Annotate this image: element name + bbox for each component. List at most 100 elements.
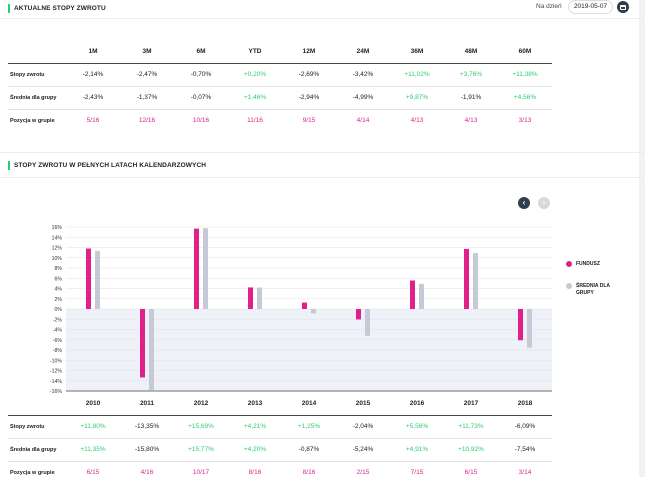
column-header: 1M [66, 40, 120, 64]
table-cell: 3/14 [518, 469, 532, 477]
negative-region-shade [66, 309, 552, 391]
y-tick-label: -6% [53, 338, 63, 344]
current-returns-title: AKTUALNE STOPY ZWROTU [8, 4, 106, 13]
group-avg-bar [203, 228, 208, 309]
column-header: 2016 [390, 392, 444, 416]
column-header: 2017 [444, 392, 498, 416]
table-cell: +15,69% [174, 415, 228, 439]
chevron-left-icon: ‹ [522, 198, 526, 207]
column-header: 60M [498, 40, 552, 64]
column-header: 2012 [174, 392, 228, 416]
y-tick-label: 4% [55, 287, 63, 293]
group-avg-bar [95, 250, 100, 309]
row-label-header [8, 392, 66, 416]
table-cell: 11/16 [247, 117, 263, 125]
table-cell: 9/15 [302, 117, 316, 125]
page-scrollbar-edge [639, 0, 645, 477]
y-tick-label: -4% [53, 328, 63, 334]
table-cell: 4/13 [410, 117, 424, 125]
table-cell: +11,35% [66, 438, 120, 462]
table-header-row: 1M 3M 6M YTD 12M 24M 36M 48M 60M [8, 40, 552, 64]
table-cell: 12/16 [138, 117, 156, 125]
row-label: Średnia dla grupy [8, 438, 66, 462]
row-label: Pozycja w grupie [10, 117, 55, 124]
table-cell: 3/13 [518, 117, 532, 125]
table-row: Średnia dla grupy -2,43% -1,37% -0,07% +1,46… [8, 86, 552, 110]
table-cell: -7,54% [498, 438, 552, 462]
group-avg-bar [527, 309, 532, 348]
column-header: 36M [390, 40, 444, 64]
calendar-button[interactable] [617, 1, 629, 13]
table-cell: -15,80% [120, 438, 174, 462]
column-header: 2013 [228, 392, 282, 416]
column-header: 12M [282, 40, 336, 64]
table-cell: 4/14 [356, 117, 370, 125]
column-header: 3M [120, 40, 174, 64]
y-tick-label: -14% [50, 379, 62, 385]
table-header-row: 2010 2011 2012 2013 2014 2015 2016 2017 2018 [8, 392, 552, 416]
table-cell: 6/15 [86, 469, 100, 477]
table-cell: 10/16 [192, 117, 210, 125]
table-cell: 5/16 [86, 117, 100, 125]
table-cell: -13,35% [120, 415, 174, 439]
table-cell: +3,76% [444, 63, 498, 87]
table-cell: +5,56% [390, 415, 444, 439]
legend-label: ŚREDNIA DLA GRUPY [576, 283, 610, 296]
date-input[interactable]: 2019-05-07 [568, 0, 613, 14]
table-cell: +0,20% [228, 63, 282, 87]
group-avg-bar [311, 309, 316, 314]
table-cell: 10/17 [192, 469, 210, 477]
table-cell: -6,09% [498, 415, 552, 439]
chevron-right-icon: › [542, 198, 546, 207]
table-cell: +11,02% [390, 63, 444, 87]
table-cell: +4,20% [228, 438, 282, 462]
fund-bar [86, 248, 91, 309]
table-cell: -0,70% [174, 63, 228, 87]
column-header: 24M [336, 40, 390, 64]
divider [0, 152, 645, 153]
table-row: Średnia dla grupy +11,35% -15,80% +15,77% +4… [8, 438, 552, 462]
row-label: Pozycja w grupie [10, 469, 55, 476]
table-cell: 7/15 [410, 469, 424, 477]
table-cell: -1,91% [444, 86, 498, 110]
y-tick-label: 8% [55, 266, 63, 272]
table-row: Stopy zwrotu -2,14% -2,47% -0,70% +0,20% -2,6… [8, 63, 552, 87]
y-tick-label: -12% [50, 369, 62, 375]
fund-bar [356, 309, 361, 320]
table-cell: -2,94% [282, 86, 336, 110]
table-cell: -1,37% [120, 86, 174, 110]
legend-label: FUNDUSZ [576, 261, 600, 267]
table-cell: 4/13 [464, 117, 478, 125]
table-cell: 4/16 [140, 469, 154, 477]
table-cell: 2/15 [356, 469, 370, 477]
prev-period-button[interactable]: ‹ [518, 197, 530, 209]
y-tick-label: 10% [52, 256, 63, 262]
row-label: Stopy zwrotu [8, 63, 66, 87]
y-tick-label: 16% [52, 225, 63, 231]
table-cell: -4,99% [336, 86, 390, 110]
fund-bar [140, 309, 145, 378]
column-header: 2011 [120, 392, 174, 416]
row-label: Średnia dla grupy [8, 86, 66, 110]
row-label-header [8, 40, 66, 64]
group-avg-bar [365, 309, 370, 336]
table-cell: -3,42% [336, 63, 390, 87]
y-tick-label: 6% [55, 276, 63, 282]
divider [0, 177, 645, 178]
table-cell: +15,77% [174, 438, 228, 462]
table-cell: -2,04% [336, 415, 390, 439]
column-header: 2010 [66, 392, 120, 416]
legend-item: FUNDUSZ [566, 261, 626, 268]
table-row: Pozycja w grupie 6/15 4/16 10/17 8/16 8/16 2/1… [8, 461, 552, 477]
column-header: YTD [228, 40, 282, 64]
fund-bar [302, 302, 307, 309]
y-tick-label: 14% [52, 235, 63, 241]
table-cell: 6/15 [464, 469, 478, 477]
group-avg-bar [149, 309, 154, 390]
table-cell: +11,38% [498, 63, 552, 87]
table-cell: +4,21% [228, 415, 282, 439]
fund-bar [410, 280, 415, 309]
next-period-button[interactable]: › [538, 197, 550, 209]
group-avg-bar [257, 287, 262, 309]
table-cell: -2,47% [120, 63, 174, 87]
